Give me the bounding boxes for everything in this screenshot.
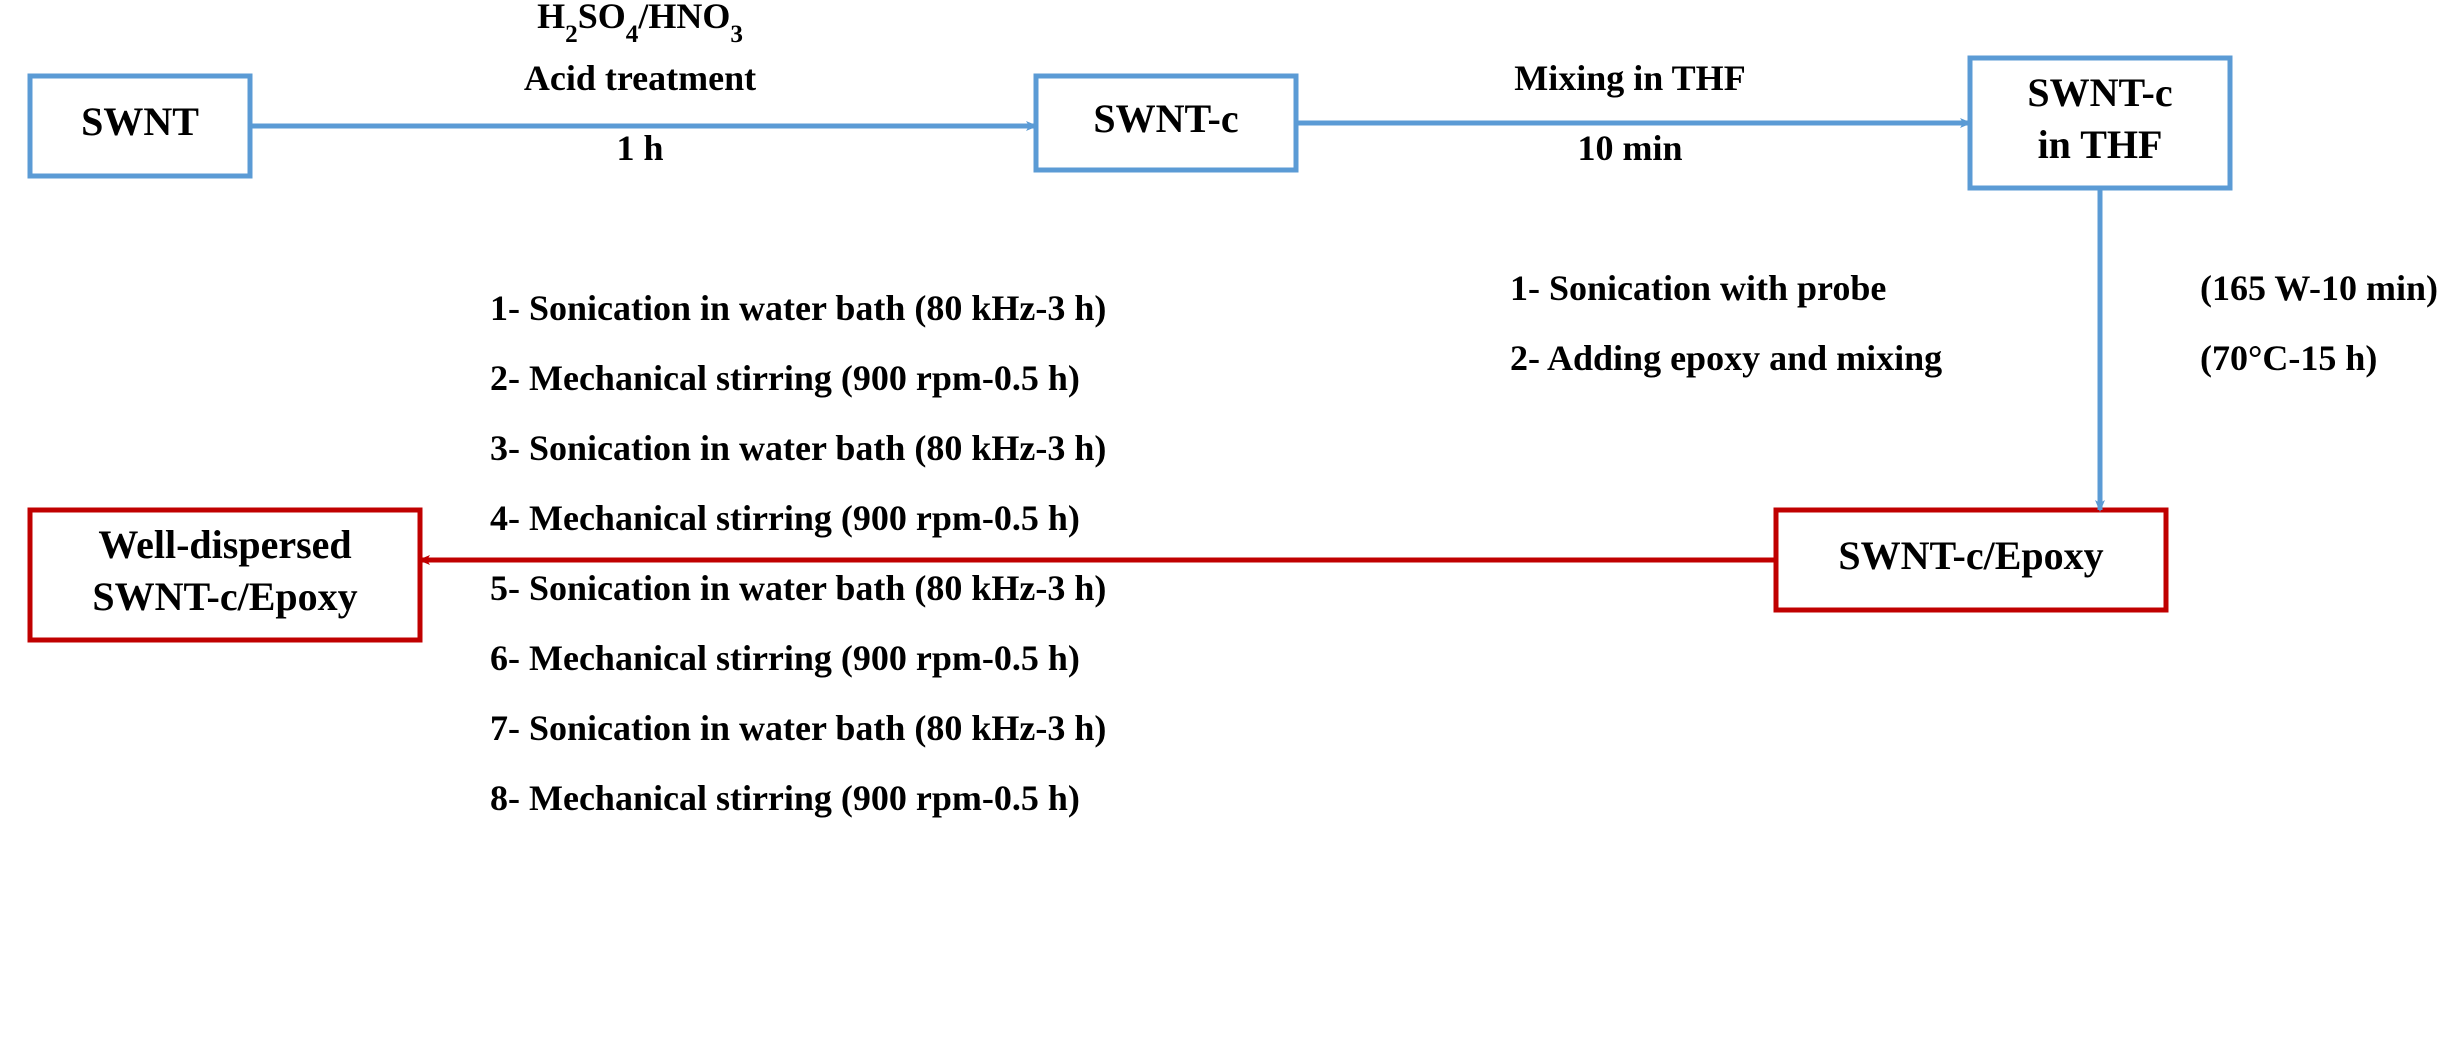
box-label: in THF [2038, 122, 2163, 167]
box-swnt_c_thf: SWNT-c in THF [1970, 58, 2230, 188]
acid-line2: Acid treatment [524, 58, 756, 98]
box-label: SWNT-c [2027, 70, 2172, 115]
box-swnt_c_epoxy: SWNT-c/Epoxy [1776, 510, 2166, 610]
mixing-line1: Mixing in THF [1514, 58, 1745, 98]
box-swnt_c: SWNT-c [1036, 76, 1296, 170]
acid-line3: 1 h [616, 128, 663, 168]
process-step: 8- Mechanical stirring (900 rpm-0.5 h) [490, 778, 1080, 818]
process-step: 4- Mechanical stirring (900 rpm-0.5 h) [490, 498, 1080, 538]
box-label: Well-dispersed [98, 522, 351, 567]
acid-chem-label: H2SO4/HNO3 [537, 0, 743, 48]
box-label: SWNT-c [1093, 96, 1238, 141]
process-step: 6- Mechanical stirring (900 rpm-0.5 h) [490, 638, 1080, 678]
box-swnt: SWNT [30, 76, 250, 176]
process-step: 7- Sonication in water bath (80 kHz-3 h) [490, 708, 1106, 748]
process-step: 3- Sonication in water bath (80 kHz-3 h) [490, 428, 1106, 468]
probe-line2-right: (70°C-15 h) [2200, 338, 2377, 378]
process-step: 2- Mechanical stirring (900 rpm-0.5 h) [490, 358, 1080, 398]
process-step: 1- Sonication in water bath (80 kHz-3 h) [490, 288, 1106, 328]
probe-line1-right: (165 W-10 min) [2200, 268, 2438, 308]
box-label: SWNT-c/Epoxy [1838, 533, 2103, 578]
probe-line2-left: 2- Adding epoxy and mixing [1510, 338, 1942, 378]
probe-line1-left: 1- Sonication with probe [1510, 268, 1886, 308]
process-step: 5- Sonication in water bath (80 kHz-3 h) [490, 568, 1106, 608]
box-well_disp: Well-dispersed SWNT-c/Epoxy [30, 510, 420, 640]
box-label: SWNT [81, 99, 199, 144]
box-label: SWNT-c/Epoxy [92, 574, 357, 619]
mixing-line2: 10 min [1577, 128, 1682, 168]
